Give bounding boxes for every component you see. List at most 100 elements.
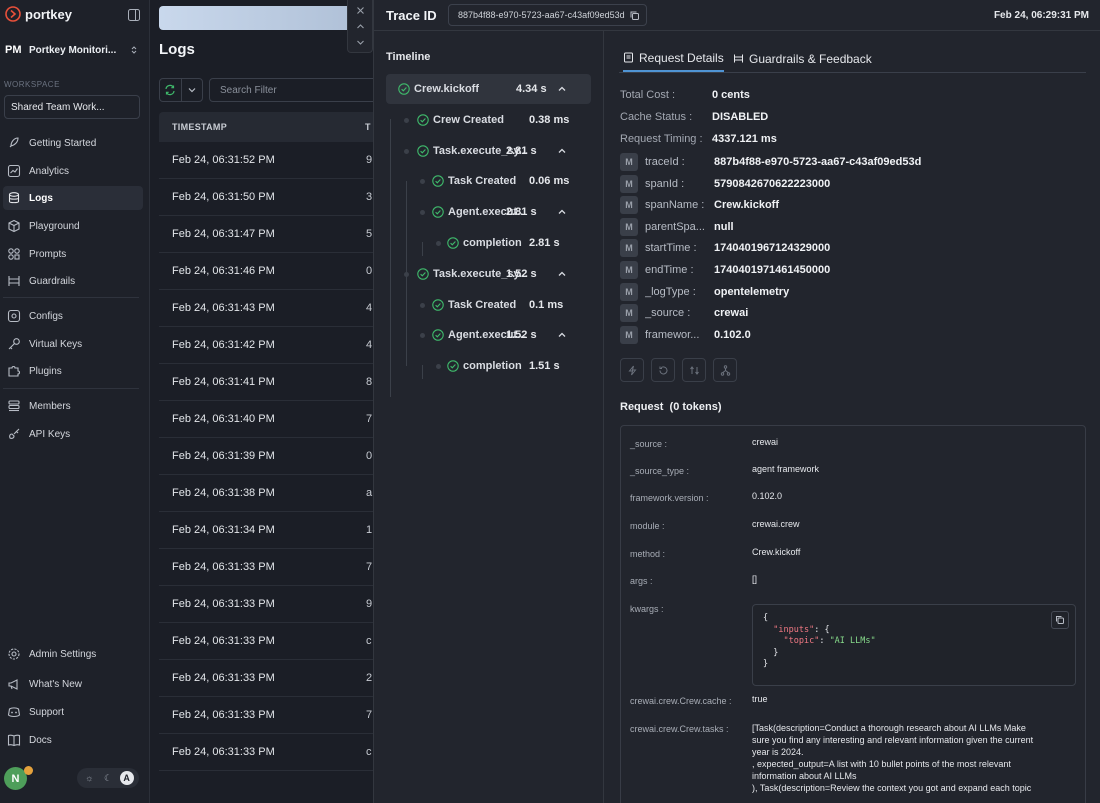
task-line: information about AI LLMs [752, 771, 857, 781]
refresh-control[interactable] [159, 78, 203, 102]
chevron-up-icon[interactable] [557, 146, 567, 156]
sidebar-item-configs[interactable]: Configs [3, 304, 143, 328]
truncated-cell: 2 [366, 672, 373, 684]
column-header-timestamp[interactable]: TIMESTAMP [172, 122, 228, 132]
brand[interactable]: portkey [5, 6, 72, 22]
table-row[interactable]: Feb 24, 06:31:39 PM 0 [159, 438, 374, 475]
chevron-down-icon[interactable] [181, 79, 202, 101]
metadata-badge: M [620, 261, 638, 279]
trace-id-label: Trace ID [386, 8, 437, 23]
timeline-item[interactable]: completion [433, 351, 593, 381]
copy-icon[interactable] [629, 10, 640, 21]
replay-button[interactable] [651, 358, 675, 382]
workspace-select[interactable]: Shared Team Work... [4, 95, 140, 119]
timeline-item[interactable]: completion [433, 228, 593, 258]
timeline-item[interactable]: Crew Created [403, 105, 593, 135]
column-header-truncated[interactable]: T [365, 122, 371, 132]
sidebar-item-docs[interactable]: Docs [3, 728, 143, 752]
org-name: Portkey Monitori... [29, 44, 117, 56]
kwargs-json-block: { "inputs": { "topic": "AI LLMs" } } [752, 604, 1076, 686]
table-row[interactable]: Feb 24, 06:31:46 PM 0 [159, 253, 374, 290]
check-circle-icon [432, 329, 444, 342]
table-row[interactable]: Feb 24, 06:31:33 PM 9 [159, 586, 374, 623]
sidebar-item-getting-started[interactable]: Getting Started [3, 131, 143, 155]
timeline-item[interactable]: Task.execute_sy... [403, 259, 593, 289]
sidebar-item-api-keys[interactable]: API Keys [3, 422, 143, 446]
timeline-item[interactable]: Crew.kickoff [386, 74, 591, 104]
nav-divider [3, 388, 139, 389]
tab-guardrails-feedback[interactable]: Guardrails & Feedback [733, 45, 872, 72]
truncated-cell: c [366, 635, 372, 647]
table-row[interactable]: Feb 24, 06:31:33 PM 2 [159, 660, 374, 697]
sidebar-item-analytics[interactable]: Analytics [3, 159, 143, 183]
timeline-item[interactable]: Task.execute_sy... [403, 136, 593, 166]
metadata-key: spanId : [645, 177, 685, 190]
tab-request-details[interactable]: Request Details [623, 45, 724, 72]
request-title-label: Request [620, 401, 664, 413]
sidebar-item-logs[interactable]: Logs [3, 186, 143, 210]
table-row[interactable]: Feb 24, 06:31:41 PM 8 [159, 364, 374, 401]
org-switcher[interactable]: PM Portkey Monitori... [5, 40, 142, 60]
sidebar-item-whats-new[interactable]: What's New [3, 672, 143, 696]
metadata-value: opentelemetry [714, 285, 790, 298]
sidebar-item-label: API Keys [29, 428, 71, 440]
request-field-key: framework.version : [630, 493, 709, 503]
close-icon[interactable] [356, 6, 365, 15]
timeline-item[interactable]: Agent.execut... [418, 197, 593, 227]
table-row[interactable]: Feb 24, 06:31:33 PM 7 [159, 697, 374, 734]
sidebar-item-members[interactable]: Members [3, 394, 143, 418]
chevron-up-icon[interactable] [557, 84, 567, 94]
refresh-icon[interactable] [160, 79, 181, 101]
table-row[interactable]: Feb 24, 06:31:33 PM c [159, 734, 374, 771]
trace-id-pill[interactable]: 887b4f88-e970-5723-aa67-c43af09ed53d [448, 4, 647, 26]
summary-value: 4337.121 ms [712, 133, 777, 145]
timeline-item[interactable]: Agent.execut... [418, 320, 593, 350]
avatar[interactable]: N [4, 767, 27, 790]
timeline-item[interactable]: Task Created [418, 166, 593, 196]
span-name: Task Created [448, 298, 517, 311]
chevron-down-icon[interactable] [356, 38, 365, 47]
chevron-up-icon[interactable] [557, 330, 567, 340]
sidebar-item-admin-settings[interactable]: Admin Settings [3, 642, 143, 666]
table-row[interactable]: Feb 24, 06:31:47 PM 5 [159, 216, 374, 253]
chevron-up-icon[interactable] [557, 269, 567, 279]
table-row[interactable]: Feb 24, 06:31:42 PM 4 [159, 327, 374, 364]
theme-auto-button[interactable]: A [119, 771, 134, 785]
table-row[interactable]: Feb 24, 06:31:38 PM a [159, 475, 374, 512]
sidebar-item-plugins[interactable]: Plugins [3, 359, 143, 383]
copy-button[interactable] [1051, 611, 1069, 629]
chevron-up-icon[interactable] [557, 207, 567, 217]
search-filter-input[interactable] [209, 78, 379, 102]
table-row[interactable]: Feb 24, 06:31:40 PM 7 [159, 401, 374, 438]
sidebar-item-support[interactable]: Support [3, 700, 143, 724]
sidebar-item-label: Virtual Keys [29, 338, 83, 350]
table-row[interactable]: Feb 24, 06:31:33 PM c [159, 623, 374, 660]
sidebar-toggle-icon[interactable] [128, 9, 140, 21]
bolt-button[interactable] [620, 358, 644, 382]
timestamp-cell: Feb 24, 06:31:33 PM [172, 709, 275, 721]
truncated-cell: 7 [366, 413, 373, 425]
request-token-count: (0 tokens) [669, 401, 722, 413]
sidebar-item-prompts[interactable]: Prompts [3, 242, 143, 266]
sun-icon[interactable]: ☼ [85, 773, 94, 783]
table-row[interactable]: Feb 24, 06:31:43 PM 4 [159, 290, 374, 327]
timestamp-cell: Feb 24, 06:31:33 PM [172, 598, 275, 610]
timeline-item[interactable]: Task Created [418, 290, 593, 320]
table-row[interactable]: Feb 24, 06:31:33 PM 7 [159, 549, 374, 586]
sidebar-item-guardrails[interactable]: Guardrails [3, 269, 143, 293]
sidebar-item-playground[interactable]: Playground [3, 214, 143, 238]
sidebar-item-virtual-keys[interactable]: Virtual Keys [3, 332, 143, 356]
table-row[interactable]: Feb 24, 06:31:52 PM 9 [159, 142, 374, 179]
chevron-up-icon[interactable] [356, 22, 365, 31]
table-row[interactable]: Feb 24, 06:31:34 PM 1 [159, 512, 374, 549]
bolt-icon [627, 365, 637, 375]
announcement-banner[interactable] [159, 6, 369, 30]
moon-icon[interactable]: ☾ [103, 772, 113, 783]
tree-node-dot [420, 179, 425, 185]
compare-button[interactable] [682, 358, 706, 382]
fork-button[interactable] [713, 358, 737, 382]
table-row[interactable]: Feb 24, 06:31:50 PM 3 [159, 179, 374, 216]
